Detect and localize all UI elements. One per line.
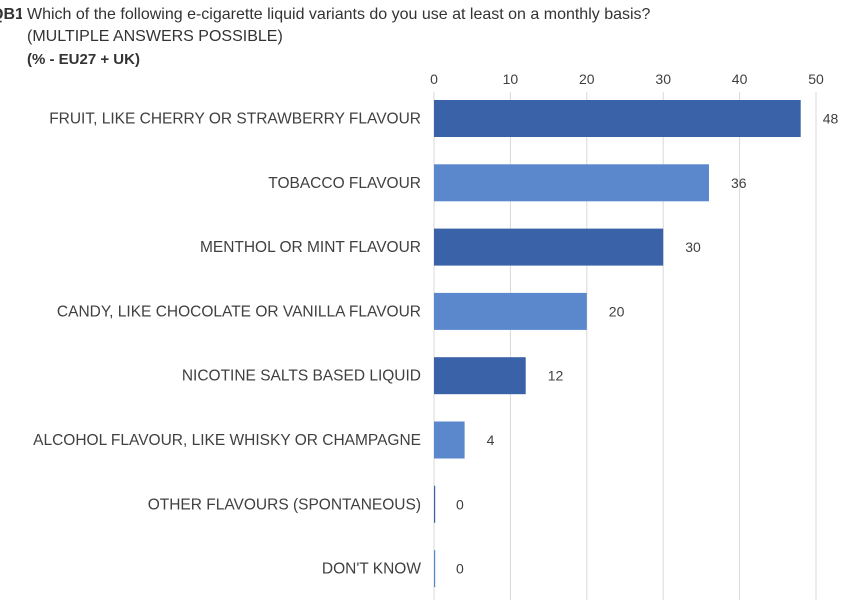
category-label: ALCOHOL FLAVOUR, LIKE WHISKY OR CHAMPAGN… — [33, 432, 421, 449]
value-label: 48 — [823, 111, 839, 127]
tick-label: 10 — [503, 71, 519, 87]
bar — [434, 164, 709, 202]
category-label: OTHER FLAVOURS (SPONTANEOUS) — [148, 496, 421, 513]
bar — [434, 292, 587, 330]
unit-label: (% - EU27 + UK) — [27, 51, 140, 68]
value-label: 20 — [609, 303, 625, 319]
value-label: 12 — [548, 368, 564, 384]
bars — [434, 100, 801, 588]
category-label: CANDY, LIKE CHOCOLATE OR VANILLA FLAVOUR — [57, 303, 421, 320]
category-label: MENTHOL OR MINT FLAVOUR — [200, 239, 421, 256]
value-label: 0 — [456, 561, 464, 577]
value-label: 4 — [487, 432, 495, 448]
category-label: NICOTINE SALTS BASED LIQUID — [182, 368, 421, 385]
tick-label: 50 — [808, 71, 824, 87]
value-label: 0 — [456, 496, 464, 512]
category-label: DON'T KNOW — [322, 561, 421, 578]
tick-label: 40 — [732, 71, 748, 87]
value-labels: 48 36 30 20 12 4 0 0 — [456, 111, 838, 577]
bar — [434, 550, 436, 588]
category-labels: FRUIT, LIKE CHERRY OR STRAWBERRY FLAVOUR… — [33, 111, 421, 578]
category-label: FRUIT, LIKE CHERRY OR STRAWBERRY FLAVOUR — [49, 111, 421, 128]
value-label: 36 — [731, 175, 747, 191]
question-text: Which of the following e-cigarette liqui… — [27, 6, 651, 23]
tick-label: 30 — [655, 71, 671, 87]
bar — [434, 228, 664, 266]
bar — [434, 100, 801, 137]
bar — [434, 421, 465, 459]
category-label: TOBACCO FLAVOUR — [268, 175, 421, 192]
bar — [434, 357, 526, 395]
bar — [434, 485, 436, 523]
tick-label: 20 — [579, 71, 595, 87]
value-label: 30 — [685, 239, 701, 255]
axis-ticks: 0 10 20 30 40 50 — [430, 71, 824, 87]
tick-label: 0 — [430, 71, 438, 87]
question-code: QB10a — [0, 6, 22, 23]
question-note: (MULTIPLE ANSWERS POSSIBLE) — [27, 28, 283, 45]
